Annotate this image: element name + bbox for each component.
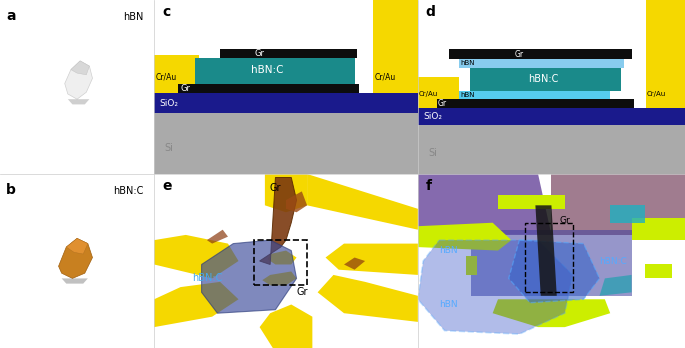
Bar xyxy=(254,240,307,285)
Text: hBN:C: hBN:C xyxy=(192,274,222,283)
Bar xyxy=(459,91,610,99)
Text: Gr: Gr xyxy=(255,49,264,58)
Polygon shape xyxy=(207,230,228,244)
Bar xyxy=(525,223,573,292)
Bar xyxy=(154,93,418,113)
Bar xyxy=(418,78,459,108)
Bar xyxy=(418,125,685,174)
Text: f: f xyxy=(426,179,432,193)
Bar xyxy=(470,68,621,91)
Text: Cr/Au: Cr/Au xyxy=(419,91,438,97)
Polygon shape xyxy=(64,61,92,99)
Bar xyxy=(459,59,623,68)
Polygon shape xyxy=(66,238,88,254)
Polygon shape xyxy=(471,230,632,296)
Bar xyxy=(436,99,634,108)
Polygon shape xyxy=(325,244,418,275)
Polygon shape xyxy=(260,177,297,264)
Polygon shape xyxy=(265,174,307,212)
Bar xyxy=(373,0,418,93)
Polygon shape xyxy=(262,271,297,285)
Polygon shape xyxy=(418,223,511,251)
Polygon shape xyxy=(286,191,307,212)
Polygon shape xyxy=(201,240,297,313)
Text: hBN:C: hBN:C xyxy=(599,256,627,266)
Polygon shape xyxy=(71,61,89,75)
Text: c: c xyxy=(162,5,171,19)
Text: hBN:C: hBN:C xyxy=(251,65,284,76)
Bar xyxy=(195,58,355,84)
Polygon shape xyxy=(268,251,297,264)
Text: SiO₂: SiO₂ xyxy=(423,112,443,121)
Text: Gr: Gr xyxy=(296,287,308,297)
Bar xyxy=(154,55,199,93)
Polygon shape xyxy=(154,235,238,278)
Text: Gr: Gr xyxy=(181,84,190,93)
Text: SiO₂: SiO₂ xyxy=(160,98,178,108)
Bar xyxy=(154,113,418,174)
Text: Si: Si xyxy=(164,143,173,153)
Polygon shape xyxy=(62,278,88,284)
Polygon shape xyxy=(418,174,551,235)
Polygon shape xyxy=(645,264,671,278)
Text: Cr/Au: Cr/Au xyxy=(155,73,177,82)
Polygon shape xyxy=(610,205,645,223)
Text: hBN: hBN xyxy=(460,60,475,66)
Polygon shape xyxy=(58,238,92,278)
Text: hBN: hBN xyxy=(439,246,458,255)
Text: hBN: hBN xyxy=(439,300,458,309)
Text: Si: Si xyxy=(429,148,438,158)
Polygon shape xyxy=(493,299,610,327)
Polygon shape xyxy=(509,240,599,303)
Bar xyxy=(449,49,632,59)
Bar xyxy=(220,49,357,58)
Text: Cr/Au: Cr/Au xyxy=(374,73,395,82)
Polygon shape xyxy=(307,174,418,230)
Text: hBN:C: hBN:C xyxy=(113,186,143,196)
Text: Gr: Gr xyxy=(438,99,447,108)
Text: Gr: Gr xyxy=(515,50,524,59)
Bar xyxy=(178,84,358,93)
Polygon shape xyxy=(418,240,573,334)
Text: b: b xyxy=(6,183,16,197)
Polygon shape xyxy=(498,195,564,209)
Text: Gr: Gr xyxy=(560,216,570,226)
Polygon shape xyxy=(260,304,312,348)
Bar xyxy=(373,0,418,93)
Polygon shape xyxy=(599,275,632,296)
Polygon shape xyxy=(536,205,557,296)
Polygon shape xyxy=(344,258,365,270)
Text: a: a xyxy=(6,9,16,23)
Text: Cr/Au: Cr/Au xyxy=(647,91,667,97)
Text: Gr: Gr xyxy=(270,183,281,193)
Polygon shape xyxy=(68,99,89,104)
Bar xyxy=(646,0,685,108)
Polygon shape xyxy=(466,256,477,275)
Text: d: d xyxy=(426,5,436,19)
Text: hBN: hBN xyxy=(123,12,143,22)
Polygon shape xyxy=(551,174,685,235)
Text: e: e xyxy=(162,179,171,193)
Polygon shape xyxy=(154,282,238,327)
Text: hBN:C: hBN:C xyxy=(528,74,558,84)
Bar xyxy=(418,108,685,125)
Polygon shape xyxy=(318,275,418,322)
Text: hBN: hBN xyxy=(460,92,475,98)
Polygon shape xyxy=(632,218,685,240)
